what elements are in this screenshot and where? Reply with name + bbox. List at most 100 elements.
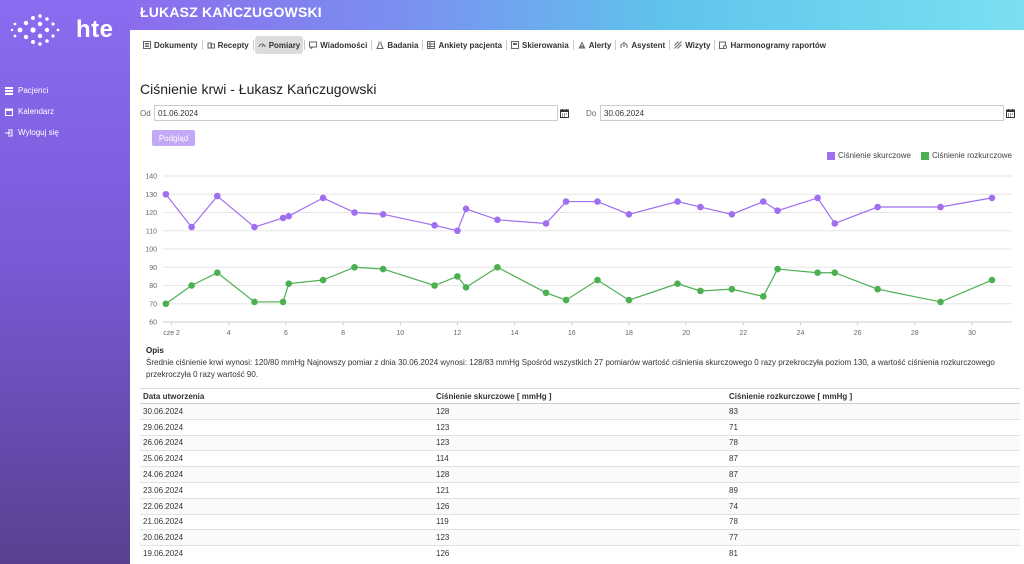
data-point-systolic[interactable] <box>379 211 387 218</box>
data-point-systolic[interactable] <box>251 223 258 231</box>
sidebar-item-pacjenci[interactable]: Pacjenci <box>0 80 130 101</box>
cell-systolic: 126 <box>433 545 726 562</box>
data-point-systolic[interactable] <box>494 216 501 224</box>
data-point-systolic[interactable] <box>462 205 470 213</box>
cell-diastolic: 89 <box>726 481 1020 499</box>
table-row: 22.06.2024 126 74 <box>140 497 1020 515</box>
data-point-systolic[interactable] <box>351 209 358 216</box>
tab-alerty[interactable]: Alerty <box>575 36 615 54</box>
data-point-systolic[interactable] <box>188 223 195 231</box>
data-point-systolic[interactable] <box>319 194 327 202</box>
tab-wizyty[interactable]: Wizyty <box>671 36 713 54</box>
tab-pomiary[interactable]: Pomiary <box>254 36 304 54</box>
data-point-diastolic[interactable] <box>431 282 438 289</box>
tab-dokumenty[interactable]: Dokumenty <box>140 36 201 54</box>
y-tick-label: 80 <box>149 283 157 290</box>
tab-recepty[interactable]: Recepty <box>204 36 252 54</box>
data-point-diastolic[interactable] <box>454 273 461 280</box>
tab-badania[interactable]: Badania <box>373 36 421 54</box>
data-point-systolic[interactable] <box>760 198 767 205</box>
data-point-diastolic[interactable] <box>674 280 681 287</box>
x-tick-label: 24 <box>797 330 805 337</box>
tab-ankiety-pacjenta[interactable]: Ankiety pacjenta <box>424 36 505 54</box>
table-row: 19.06.2024 126 81 <box>140 545 1020 562</box>
data-point-diastolic[interactable] <box>814 269 821 277</box>
legend-item-diastolic[interactable]: Ciśnienie rozkurczowe <box>920 151 1012 160</box>
data-point-systolic[interactable] <box>697 203 704 211</box>
data-point-diastolic[interactable] <box>285 280 293 287</box>
tab-asystent[interactable]: Asystent <box>617 36 668 54</box>
tab-bar: Dokumenty Recepty Pomiary Wiadomości Bad… <box>140 36 829 54</box>
data-point-diastolic[interactable] <box>462 284 470 291</box>
data-point-diastolic[interactable] <box>214 269 221 277</box>
data-point-systolic[interactable] <box>774 207 781 214</box>
data-point-diastolic[interactable] <box>988 276 996 284</box>
gauge-icon <box>258 43 266 48</box>
data-point-diastolic[interactable] <box>728 285 736 293</box>
date-to-input[interactable]: 30.06.2024 <box>600 105 1004 121</box>
referral-icon <box>511 41 520 49</box>
data-point-diastolic[interactable] <box>188 282 195 289</box>
data-point-diastolic[interactable] <box>494 263 501 271</box>
cell-systolic: 114 <box>433 450 726 467</box>
data-point-diastolic[interactable] <box>697 287 704 295</box>
data-point-systolic[interactable] <box>562 198 570 205</box>
date-to-calendar-button[interactable] <box>1003 105 1017 121</box>
calendar-icon <box>1005 108 1015 118</box>
data-point-systolic[interactable] <box>454 227 461 235</box>
data-point-systolic[interactable] <box>594 198 601 205</box>
data-point-diastolic[interactable] <box>562 296 570 304</box>
data-point-systolic[interactable] <box>285 212 293 220</box>
data-point-diastolic[interactable] <box>542 289 550 297</box>
tab-skierowania[interactable]: Skierowania <box>508 36 572 54</box>
tab-label: Recepty <box>217 40 249 50</box>
data-point-systolic[interactable] <box>674 198 681 205</box>
y-tick-label: 100 <box>145 247 157 254</box>
column-header-diastolic[interactable]: Ciśnienie rozkurczowe [ mmHg ] <box>726 388 1020 404</box>
logo[interactable]: hte <box>8 10 126 50</box>
data-point-systolic[interactable] <box>431 221 438 229</box>
data-point-diastolic[interactable] <box>251 298 258 306</box>
visits-icon <box>674 41 683 49</box>
sidebar-item-wyloguj[interactable]: Wyloguj się <box>0 122 130 143</box>
cell-systolic: 123 <box>433 434 726 451</box>
data-point-systolic[interactable] <box>542 220 550 227</box>
data-point-systolic[interactable] <box>874 203 881 211</box>
date-from-input[interactable]: 01.06.2024 <box>154 105 558 121</box>
sidebar-item-kalendarz[interactable]: Kalendarz <box>0 101 130 122</box>
cell-date: 20.06.2024 <box>140 529 433 546</box>
column-header-systolic[interactable]: Ciśnienie skurczowe [ mmHg ] <box>433 388 726 404</box>
data-point-systolic[interactable] <box>814 194 821 202</box>
preview-button[interactable]: Podgląd <box>152 130 195 146</box>
data-point-diastolic[interactable] <box>937 298 944 306</box>
data-point-systolic[interactable] <box>937 203 944 211</box>
data-point-diastolic[interactable] <box>319 276 327 284</box>
data-point-diastolic[interactable] <box>279 298 287 306</box>
data-point-diastolic[interactable] <box>594 276 601 284</box>
tab-wiadomosci[interactable]: Wiadomości <box>306 36 370 54</box>
data-point-systolic[interactable] <box>988 194 996 202</box>
data-point-diastolic[interactable] <box>774 265 781 273</box>
data-point-systolic[interactable] <box>162 190 170 198</box>
top-header: ŁUKASZ KAŃCZUGOWSKI <box>130 0 1024 30</box>
data-point-diastolic[interactable] <box>760 293 767 300</box>
data-point-diastolic[interactable] <box>162 300 170 308</box>
data-point-systolic[interactable] <box>279 214 287 222</box>
data-point-diastolic[interactable] <box>625 296 633 304</box>
data-point-diastolic[interactable] <box>874 285 881 293</box>
data-point-diastolic[interactable] <box>351 263 358 271</box>
data-point-systolic[interactable] <box>831 220 839 227</box>
date-to-label: Do <box>586 109 597 118</box>
table-row: 25.06.2024 114 87 <box>140 450 1020 467</box>
data-point-diastolic[interactable] <box>379 265 387 273</box>
prescription-icon <box>207 42 215 49</box>
tab-label: Harmonogramy raportów <box>730 40 827 50</box>
data-point-systolic[interactable] <box>728 211 736 218</box>
legend-item-systolic[interactable]: Ciśnienie skurczowe <box>827 151 911 160</box>
column-header-date[interactable]: Data utworzenia <box>140 388 433 404</box>
date-from-calendar-button[interactable] <box>557 105 571 121</box>
data-point-systolic[interactable] <box>625 211 633 218</box>
tab-harmonogramy-raportow[interactable]: Harmonogramy raportów <box>716 36 829 54</box>
data-point-diastolic[interactable] <box>831 269 839 277</box>
data-point-systolic[interactable] <box>214 192 221 200</box>
